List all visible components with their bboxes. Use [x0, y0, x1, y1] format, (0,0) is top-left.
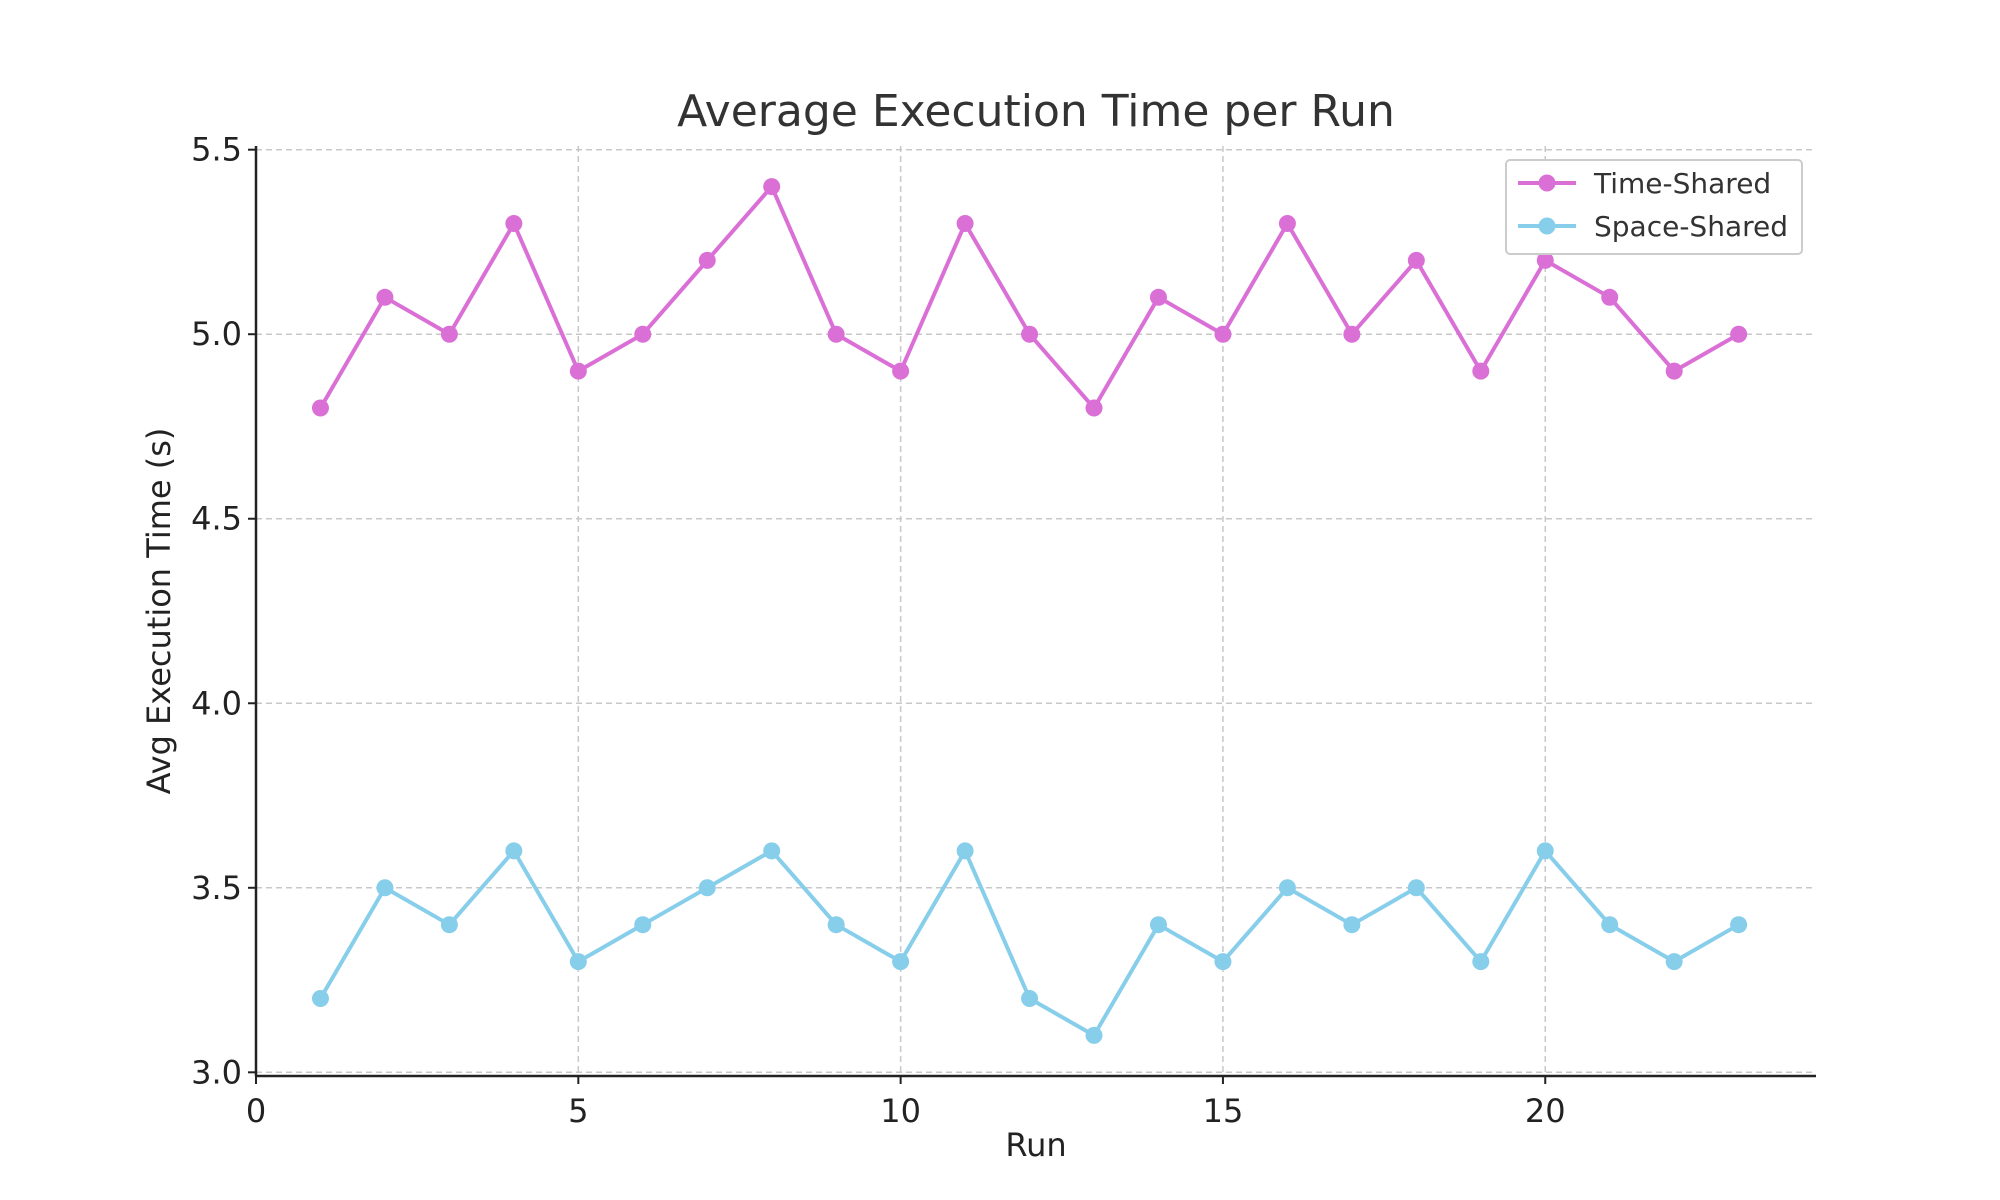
y-tick-label: 5.5: [191, 131, 242, 169]
data-point: [892, 362, 910, 380]
legend-swatch-marker: [1538, 217, 1556, 235]
data-point: [1407, 251, 1425, 269]
legend-box: [1505, 159, 1803, 255]
legend-swatch-marker: [1538, 174, 1556, 192]
data-point: [956, 842, 974, 860]
data-point: [1601, 288, 1619, 306]
data-point: [827, 325, 845, 343]
grid: [255, 146, 1816, 1076]
data-point: [1472, 953, 1490, 971]
y-tick-label: 4.0: [191, 684, 242, 722]
data-point: [827, 916, 845, 934]
series-layer: [311, 178, 1748, 1044]
data-point: [1536, 842, 1554, 860]
legend-item: Time-Shared: [1518, 167, 1771, 200]
data-point: [1665, 362, 1683, 380]
data-point: [1730, 916, 1748, 934]
data-point: [1021, 990, 1039, 1007]
data-point: [1278, 879, 1296, 897]
data-point: [1214, 953, 1232, 971]
data-point: [1149, 288, 1167, 306]
data-point: [1407, 879, 1425, 897]
data-point: [440, 325, 458, 343]
data-point: [1536, 251, 1554, 269]
axes: 0 5 10 15 20 3.0 3.5 4.0 4.5 5.0 5.5: [191, 131, 1816, 1130]
data-point: [763, 842, 781, 860]
data-point: [698, 251, 716, 269]
data-point: [376, 288, 394, 306]
y-tick-label: 5.0: [191, 315, 242, 353]
data-point: [1601, 916, 1619, 934]
data-point: [505, 215, 523, 232]
data-point: [1343, 916, 1361, 934]
data-point: [1085, 399, 1103, 417]
data-point: [892, 953, 910, 971]
data-point: [505, 842, 523, 860]
data-point: [634, 916, 652, 934]
data-point: [311, 399, 329, 417]
series-time-shared: [311, 178, 1748, 417]
data-point: [1665, 953, 1683, 971]
x-tick-label: 5: [568, 1092, 588, 1130]
data-point: [569, 362, 587, 380]
data-point: [1730, 325, 1748, 343]
data-point: [569, 953, 587, 971]
chart-title: Average Execution Time per Run: [677, 86, 1395, 137]
x-tick-label: 10: [880, 1092, 921, 1130]
y-axis-label: Avg Execution Time (s): [140, 428, 178, 795]
series-space-shared: [311, 842, 1748, 1044]
legend-label: Time-Shared: [1593, 167, 1771, 200]
data-point: [1149, 916, 1167, 934]
series-line: [318, 848, 1740, 1038]
x-tick-label: 15: [1203, 1092, 1244, 1130]
legend-label: Space-Shared: [1594, 210, 1788, 243]
data-point: [1472, 362, 1490, 380]
x-tick-label: 20: [1525, 1092, 1566, 1130]
data-point: [1343, 325, 1361, 343]
y-tick-label: 3.0: [191, 1053, 242, 1091]
data-point: [956, 215, 974, 232]
data-point: [763, 178, 781, 196]
y-tick-label: 3.5: [191, 869, 242, 907]
data-point: [698, 879, 716, 897]
legend: Time-Shared Space-Shared: [1505, 159, 1803, 255]
data-point: [440, 916, 458, 934]
y-tick-label: 4.5: [191, 500, 242, 538]
data-point: [311, 990, 329, 1007]
x-axis-label: Run: [1005, 1126, 1066, 1164]
data-point: [1021, 325, 1039, 343]
data-point: [1214, 325, 1232, 343]
data-point: [634, 325, 652, 343]
x-tick-label: 0: [246, 1092, 266, 1130]
data-point: [1278, 215, 1296, 232]
data-point: [1085, 1026, 1103, 1044]
data-point: [376, 879, 394, 897]
legend-item: Space-Shared: [1518, 210, 1788, 243]
